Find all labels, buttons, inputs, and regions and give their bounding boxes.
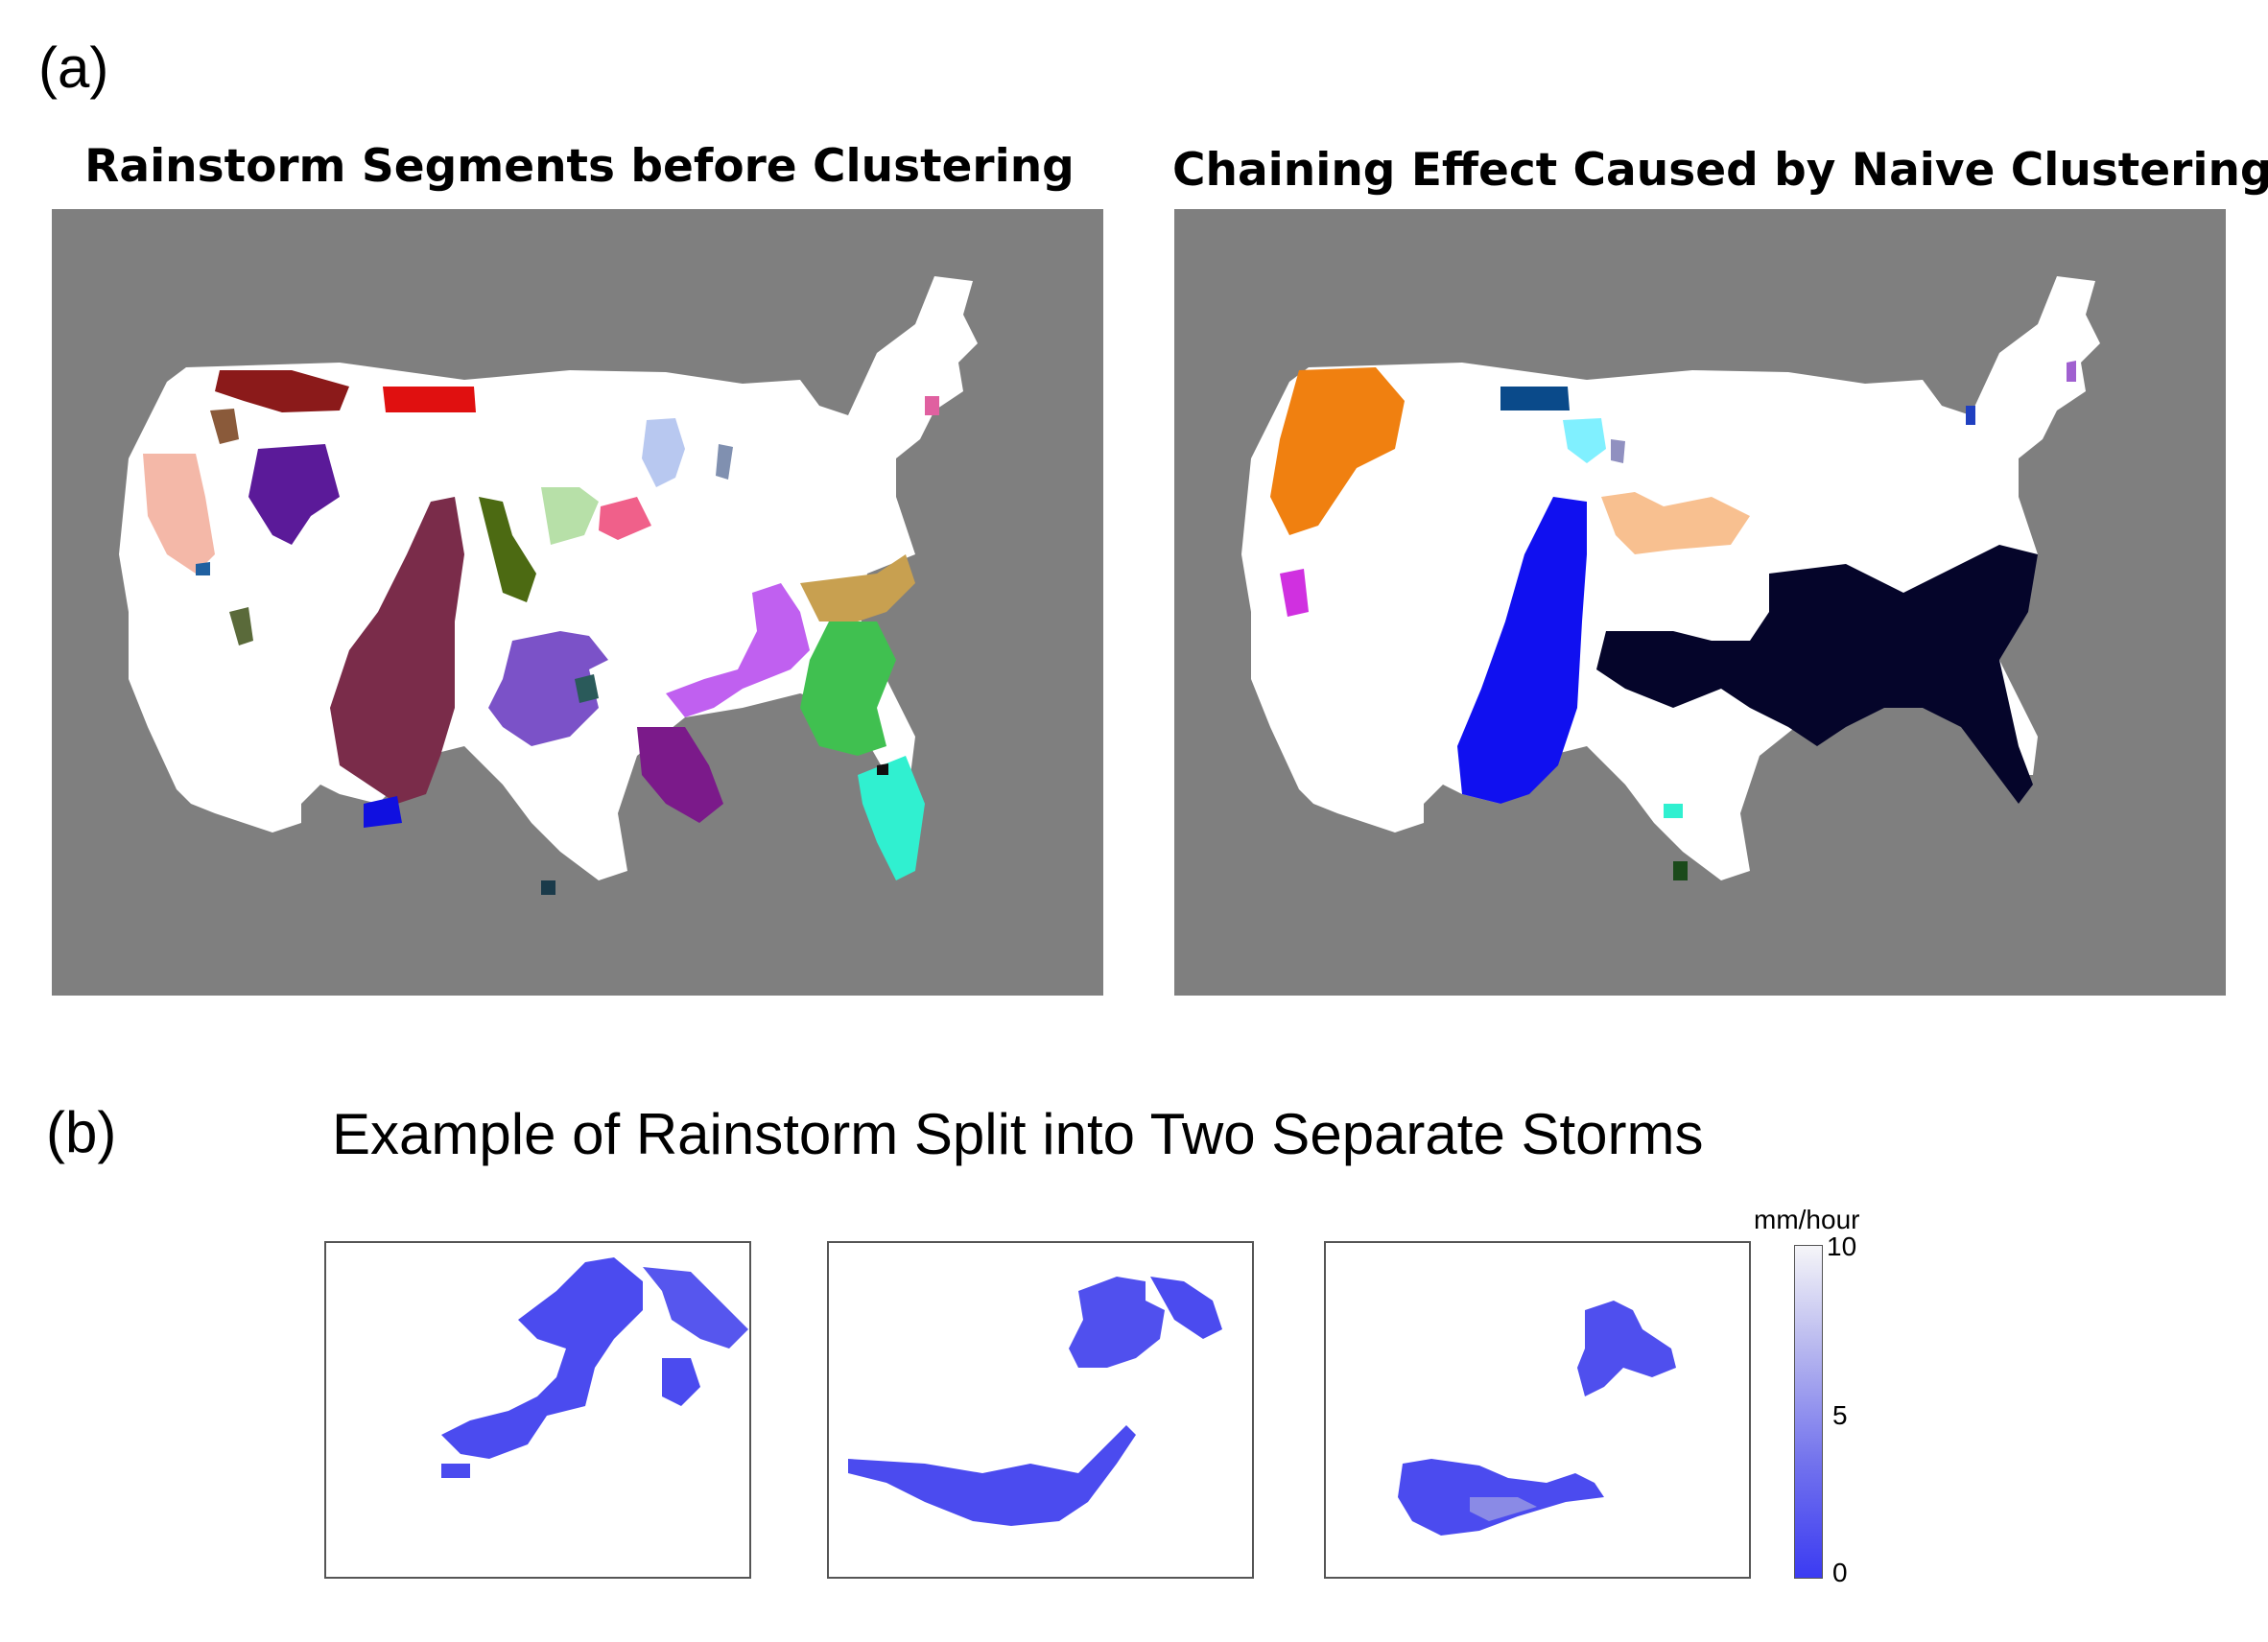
- panel-a-label: (a): [38, 35, 109, 100]
- right-storm-clusters: [1270, 361, 2076, 880]
- colorbar: [1794, 1245, 1823, 1579]
- left-map-title: Rainstorm Segments before Clustering: [84, 140, 1075, 193]
- panel-b-title: Example of Rainstorm Split into Two Sepa…: [332, 1102, 1704, 1166]
- colorbar-tick-mid: 5: [1832, 1400, 1848, 1430]
- storm-frame-2: [827, 1241, 1254, 1579]
- right-map-title: Chaining Effect Caused by Naive Clusteri…: [1172, 144, 2268, 197]
- colorbar-tick-min: 0: [1832, 1558, 1848, 1587]
- right-chaining-map: [1174, 209, 2226, 996]
- colorbar-tick-max: 10: [1827, 1232, 1857, 1261]
- left-rainstorm-map: [52, 209, 1103, 996]
- left-storm-segments: [143, 370, 939, 895]
- storm-frame-3: [1324, 1241, 1751, 1579]
- colorbar-unit: mm/hour: [1754, 1205, 1860, 1234]
- panel-b-label: (b): [46, 1100, 117, 1164]
- storm-frame-1: [324, 1241, 751, 1579]
